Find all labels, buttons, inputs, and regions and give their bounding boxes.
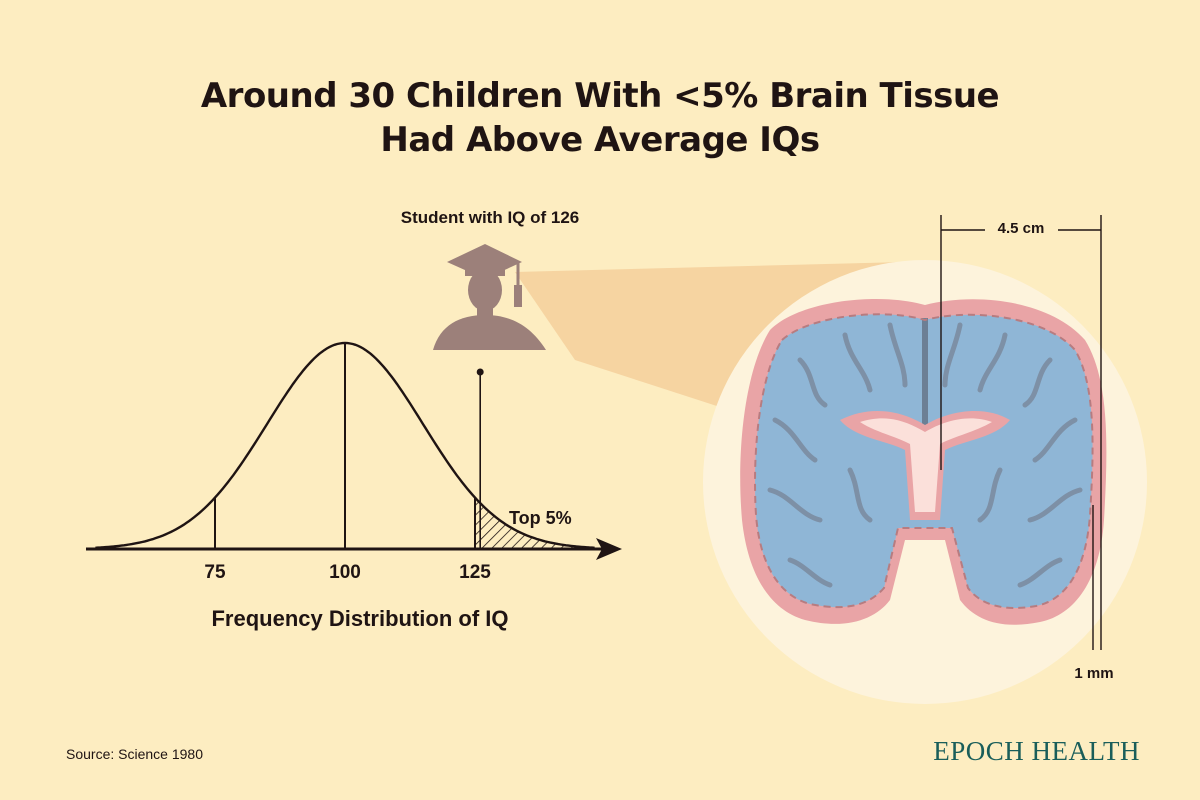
brain-scan-icon <box>740 298 1107 625</box>
brand-logo: EPOCH HEALTH <box>933 736 1140 766</box>
axis-title: Frequency Distribution of IQ <box>211 606 509 631</box>
student-label: Student with IQ of 126 <box>400 208 580 227</box>
tick-label-100: 100 <box>329 562 361 583</box>
measurement-label-thickness: 1 mm <box>1074 665 1114 682</box>
source-note: Source: Science 1980 <box>66 746 203 762</box>
title-line-1: Around 30 Children With <5% Brain Tissue <box>200 76 1000 116</box>
top-5-percent-area <box>475 497 595 549</box>
page-title: Around 30 Children With <5% Brain Tissue… <box>0 74 1200 162</box>
measurement-label-width: 4.5 cm <box>986 220 1056 237</box>
tick-label-75: 75 <box>204 562 226 583</box>
title-line-2: Had Above Average IQs <box>380 120 820 160</box>
measurement-lines <box>940 215 1102 650</box>
axis-arrowhead <box>596 538 622 560</box>
top-5-percent-label: Top 5% <box>509 508 572 528</box>
tick-label-125: 125 <box>459 562 491 583</box>
student-marker-dot <box>476 368 484 376</box>
graduate-silhouette-icon <box>433 244 546 350</box>
